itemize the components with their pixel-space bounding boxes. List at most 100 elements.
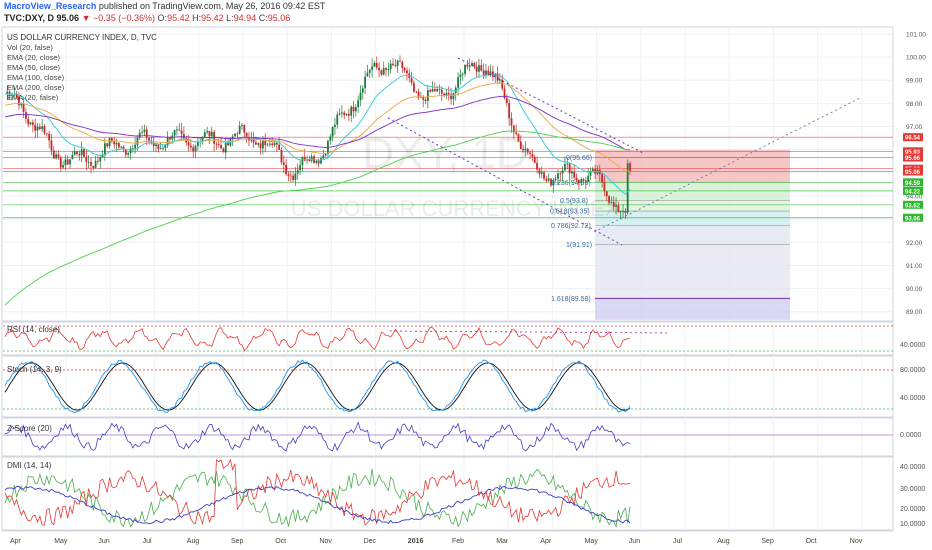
candle	[543, 172, 545, 179]
candle	[310, 156, 313, 161]
candle	[526, 148, 529, 153]
legend-entry[interactable]: EMA (20, false)	[7, 93, 59, 102]
candle	[20, 103, 23, 106]
candle	[496, 73, 499, 81]
candle	[143, 129, 146, 132]
candle	[389, 63, 392, 70]
candle	[568, 163, 571, 174]
candle	[201, 136, 204, 142]
candle	[131, 148, 134, 150]
candle	[268, 143, 271, 145]
candle	[224, 143, 227, 153]
dmi-pane[interactable]	[1, 456, 894, 531]
dmi-tick-10: 10.0000	[900, 521, 925, 528]
stoch-pane[interactable]	[1, 355, 894, 418]
candle	[371, 66, 374, 70]
price-tag	[903, 133, 923, 142]
candle	[508, 103, 511, 119]
candle	[287, 174, 290, 176]
x-tick-label: Jul	[673, 538, 682, 545]
candle	[334, 124, 336, 128]
published-text: published on TradingView.com, May 26, 20…	[98, 1, 326, 11]
legend-entry[interactable]: Vol (20, false)	[7, 43, 53, 52]
candle	[324, 154, 327, 156]
stoch-k-line	[4, 359, 631, 414]
candle	[519, 141, 522, 150]
zscore-title: Z-Score (20)	[7, 424, 52, 433]
x-tick-label: Sep	[761, 538, 774, 545]
candle	[22, 103, 25, 112]
candle	[155, 144, 157, 147]
candle	[90, 161, 92, 166]
legend-entry[interactable]: EMA (50, close)	[7, 63, 60, 72]
legend-entry[interactable]: EMA (200, close)	[7, 83, 65, 92]
candle	[282, 162, 285, 166]
candlesticks	[6, 55, 631, 220]
close-label: C:	[258, 13, 268, 23]
candle	[587, 175, 590, 182]
candle	[108, 138, 111, 147]
candle	[189, 145, 192, 148]
candle	[127, 152, 130, 155]
price-chart[interactable]: DXY, 1D US DOLLAR CURRENCY INDEX 0(95.66…	[0, 26, 932, 550]
candle	[134, 144, 137, 149]
price-tag-label: 95.66	[905, 156, 921, 162]
x-tick-label: May	[585, 538, 599, 545]
candle	[577, 179, 580, 184]
candle	[466, 64, 469, 67]
x-tick-label: Apr	[540, 538, 552, 545]
candle	[431, 89, 434, 92]
time-axis[interactable]: Apr May Jun Jul Aug Sep Oct Nov Dec 2016 Feb Mar Apr…	[10, 538, 863, 545]
candle	[289, 175, 292, 177]
candle	[459, 74, 462, 78]
candle	[110, 138, 113, 142]
price-tag	[903, 147, 923, 156]
candle	[399, 60, 401, 62]
adx-line	[4, 485, 631, 525]
candle	[206, 131, 209, 133]
candle	[347, 113, 350, 116]
candle	[594, 168, 597, 174]
legend-entry[interactable]: EMA (20, close)	[7, 53, 60, 62]
candle	[580, 179, 583, 184]
candle	[480, 65, 483, 71]
candle	[385, 68, 387, 70]
x-tick-label: Dec	[364, 538, 377, 545]
candle	[550, 178, 552, 186]
candle	[501, 79, 504, 89]
moving-averages	[4, 74, 631, 306]
symbol-label[interactable]: TVC:DXY, D	[4, 13, 55, 23]
candle	[624, 211, 627, 213]
candle	[238, 125, 241, 134]
candle	[203, 132, 206, 137]
candle	[406, 70, 408, 74]
candle	[280, 149, 283, 163]
candle	[533, 156, 536, 163]
candle	[69, 159, 71, 165]
candle	[538, 169, 541, 174]
x-tick-label: Apr	[10, 538, 22, 545]
price-tag-label: 94.59	[905, 181, 921, 187]
candle	[547, 178, 550, 181]
stoch-tick-80: 80.0000	[900, 367, 925, 374]
publish-line: MacroView_Research published on TradingV…	[4, 1, 325, 12]
candle	[566, 163, 569, 165]
candle	[350, 106, 353, 116]
candle	[436, 89, 439, 92]
candle	[192, 147, 195, 152]
zscore-pane[interactable]	[1, 417, 894, 457]
candle	[464, 64, 466, 74]
zscore-line	[4, 421, 631, 452]
candle	[331, 127, 334, 137]
dmi-plus-line	[4, 468, 631, 529]
y-tick-label: 90.00	[906, 286, 923, 293]
candle	[250, 139, 253, 141]
candle	[45, 133, 48, 135]
candle	[117, 142, 120, 148]
candle	[285, 165, 288, 175]
candle	[422, 96, 425, 100]
author-link[interactable]: MacroView_Research	[4, 1, 97, 11]
candle	[92, 165, 95, 168]
candle	[57, 154, 60, 158]
legend-entry[interactable]: EMA (100, close)	[7, 73, 65, 82]
